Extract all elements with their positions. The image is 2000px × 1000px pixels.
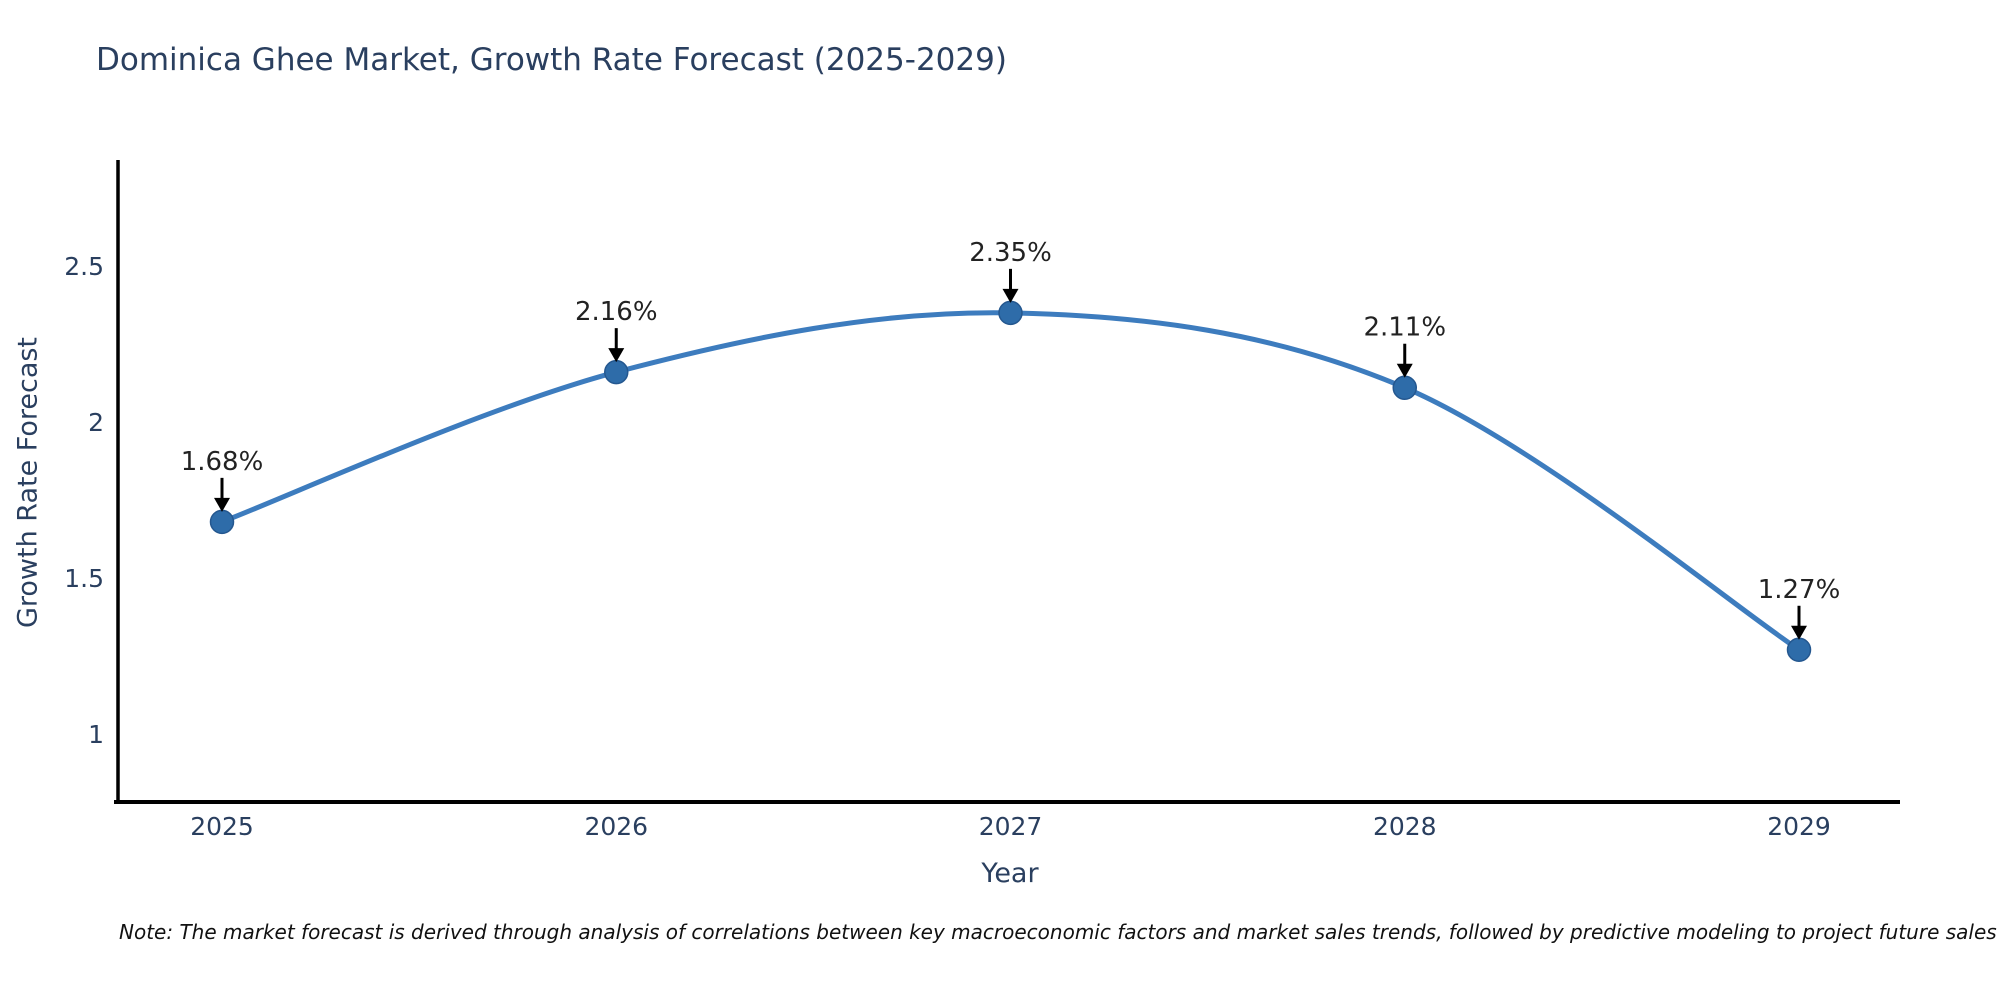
footnote: Note: The market forecast is derived thr… (119, 920, 1997, 944)
annotation-arrow-head (1791, 625, 1807, 640)
data-point-label: 2.35% (969, 238, 1052, 268)
x-tick-label: 2025 (190, 812, 254, 841)
data-point-marker[interactable] (1392, 375, 1417, 400)
annotation-arrow-head (214, 497, 230, 512)
forecast-line (219, 310, 1802, 653)
data-point-marker[interactable] (604, 359, 629, 385)
data-point-marker[interactable] (209, 509, 235, 535)
data-point-label: 1.68% (181, 447, 264, 477)
y-tick-label: 2.5 (64, 252, 104, 281)
x-tick-label: 2029 (1767, 812, 1831, 841)
y-tick-label: 1.5 (64, 564, 104, 593)
y-tick-label: 2 (88, 408, 104, 437)
y-tick-label: 1 (88, 720, 104, 749)
x-tick-label: 2028 (1373, 812, 1437, 841)
chart-title: Dominica Ghee Market, Growth Rate Foreca… (96, 42, 1007, 78)
annotation-arrow-head (1396, 363, 1413, 378)
x-tick-label: 2026 (584, 812, 648, 841)
data-point-label: 1.27% (1758, 575, 1841, 605)
annotation-arrow-head (608, 348, 625, 363)
x-tick-label: 2027 (979, 812, 1043, 841)
x-axis-title: Year (981, 858, 1039, 889)
annotation-arrow-head (1002, 288, 1019, 303)
data-point-marker[interactable] (998, 300, 1023, 326)
data-point-label: 2.11% (1363, 313, 1446, 343)
data-point-marker[interactable] (1786, 637, 1812, 663)
data-point-label: 2.16% (575, 297, 658, 327)
